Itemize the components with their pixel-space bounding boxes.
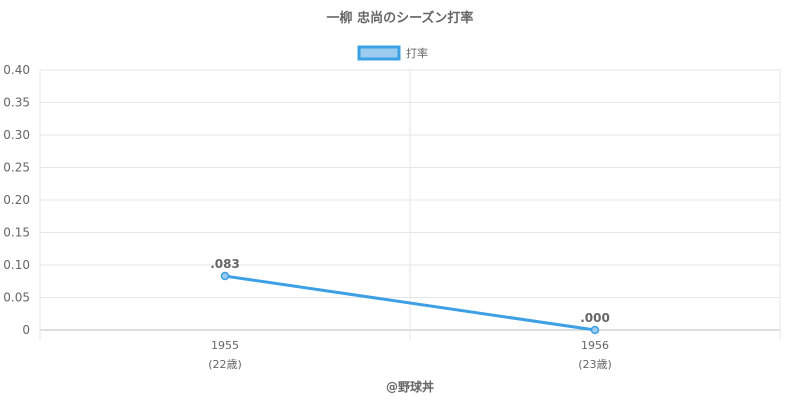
data-point [220,271,230,281]
x-tick-label: 1956 [581,339,609,352]
y-tick-label: 0.40 [3,63,30,77]
series-line [220,271,600,335]
y-tick-label: 0.35 [3,96,30,110]
y-tick-label: 0.10 [3,258,30,272]
gridlines [39,69,781,340]
credit-text: @野球丼 [386,379,434,394]
y-tick-label: 0.30 [3,128,30,142]
y-tick-label: 0 [22,323,30,337]
x-axis: 1955 (22歳) 1956 (23歳) [208,339,612,371]
chart-title: 一柳 忠尚のシーズン打率 [327,10,474,26]
legend[interactable]: 打率 [357,45,428,61]
data-point [590,325,600,335]
y-tick-label: 0.05 [3,291,30,305]
data-labels: .083 .000 [210,257,610,325]
data-label: .000 [580,311,610,325]
data-label: .083 [210,257,240,271]
x-tick-sublabel: (22歳) [208,358,242,371]
legend-label: 打率 [406,46,428,60]
y-tick-label: 0.20 [3,193,30,207]
series-line-path [224,274,596,332]
x-tick-label: 1955 [211,339,239,352]
y-axis: 0 0.05 0.10 0.15 0.20 0.25 0.30 0.35 0.40 [3,63,30,337]
x-tick-sublabel: (23歳) [578,358,612,371]
y-tick-label: 0.25 [3,161,30,175]
y-tick-label: 0.15 [3,226,30,240]
legend-swatch [357,45,401,61]
